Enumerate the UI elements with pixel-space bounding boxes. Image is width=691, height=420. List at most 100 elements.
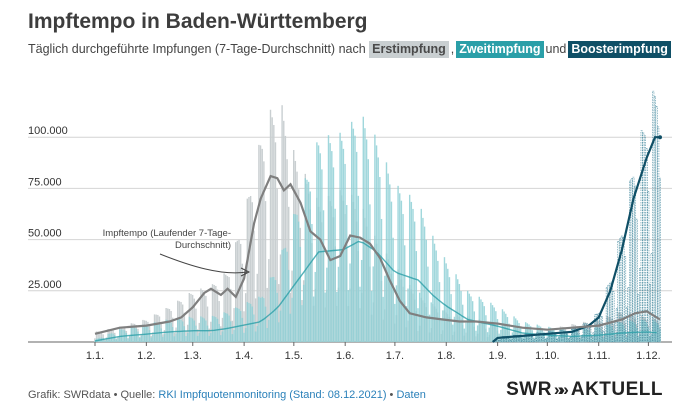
logo-aktuell: AKTUELL	[570, 379, 663, 400]
bar-zweitimpfung	[589, 332, 591, 342]
bar-zweitimpfung	[649, 336, 651, 342]
bar-zweitimpfung	[392, 237, 394, 342]
bar-erstimpfung	[268, 259, 270, 342]
bar-boosterimpfung	[594, 314, 597, 343]
bar-zweitimpfung	[470, 296, 472, 342]
bar-zweitimpfung	[601, 331, 603, 342]
source-link[interactable]: RKI Impfquotenmonitoring (Stand: 08.12.2…	[158, 389, 387, 401]
bar-zweitimpfung	[568, 338, 570, 342]
bar-zweitimpfung	[440, 320, 442, 342]
bar-erstimpfung	[264, 201, 267, 342]
bar-boosterimpfung	[657, 126, 660, 343]
bar-zweitimpfung	[190, 317, 192, 342]
bar-erstimpfung	[218, 301, 220, 342]
annotation-arrow	[159, 253, 248, 274]
bar-erstimpfung	[223, 273, 225, 342]
bar-zweitimpfung	[566, 333, 568, 342]
bar-zweitimpfung	[269, 277, 272, 342]
bar-erstimpfung	[271, 117, 273, 342]
bar-boosterimpfung	[551, 331, 554, 343]
bar-zweitimpfung	[591, 338, 593, 342]
line-impftempo	[94, 174, 661, 335]
bar-zweitimpfung	[246, 302, 249, 342]
bar-zweitimpfung	[501, 309, 504, 342]
bar-zweitimpfung	[196, 335, 199, 342]
bar-zweitimpfung	[508, 323, 510, 342]
bar-zweitimpfung	[602, 338, 605, 342]
bar-zweitimpfung	[177, 318, 179, 342]
bar-zweitimpfung	[524, 322, 527, 342]
bar-zweitimpfung	[178, 318, 181, 342]
bar-zweitimpfung	[235, 307, 237, 342]
bar-zweitimpfung	[321, 169, 323, 342]
line-boosterimpfung	[491, 136, 660, 343]
x-tick-label: 1.4.	[235, 350, 253, 362]
bar-zweitimpfung	[130, 326, 133, 342]
annotation-arrowhead	[240, 267, 251, 277]
bar-zweitimpfung	[475, 330, 477, 342]
bar-zweitimpfung	[188, 316, 191, 342]
bar-zweitimpfung	[374, 134, 376, 342]
bar-zweitimpfung	[423, 226, 426, 342]
bar-zweitimpfung	[221, 331, 224, 342]
bar-erstimpfung	[231, 320, 234, 342]
bar-boosterimpfung	[600, 315, 603, 343]
bar-zweitimpfung	[577, 333, 580, 342]
bar-zweitimpfung	[349, 263, 351, 342]
bar-zweitimpfung	[336, 291, 338, 342]
bar-boosterimpfung	[617, 241, 620, 343]
bar-zweitimpfung	[297, 221, 300, 342]
bar-zweitimpfung	[614, 337, 616, 342]
bar-zweitimpfung	[607, 325, 610, 342]
bar-zweitimpfung	[152, 335, 154, 342]
bar-zweitimpfung	[231, 334, 234, 342]
bar-zweitimpfung	[200, 316, 202, 342]
x-tick-label: 1.8.	[437, 350, 455, 362]
bar-zweitimpfung	[428, 314, 431, 342]
bar-boosterimpfung	[634, 185, 637, 343]
bar-erstimpfung	[263, 161, 265, 342]
bar-zweitimpfung	[635, 327, 638, 342]
bar-zweitimpfung	[466, 290, 469, 342]
bar-zweitimpfung	[447, 268, 449, 342]
footer-separator: •	[386, 389, 397, 401]
bar-zweitimpfung	[299, 246, 302, 342]
data-link[interactable]: Daten	[396, 389, 426, 401]
bar-zweitimpfung	[273, 276, 275, 342]
bar-zweitimpfung	[354, 135, 356, 342]
bar-zweitimpfung	[195, 325, 197, 342]
bar-zweitimpfung	[183, 326, 186, 342]
bar-boosterimpfung	[585, 323, 588, 343]
bar-boosterimpfung	[532, 339, 535, 343]
bar-zweitimpfung	[629, 320, 631, 342]
bar-zweitimpfung	[329, 143, 331, 342]
bar-zweitimpfung	[390, 201, 393, 342]
bar-boosterimpfung	[562, 330, 565, 343]
bar-zweitimpfung	[465, 322, 467, 342]
bar-zweitimpfung	[256, 325, 258, 342]
x-tick-label: 1.9.	[488, 350, 506, 362]
legend-zweitimpfung: Zweitimpfung	[456, 41, 544, 58]
bar-zweitimpfung	[359, 286, 361, 342]
bar-zweitimpfung	[344, 163, 346, 342]
bar-boosterimpfung	[509, 340, 512, 343]
bar-zweitimpfung	[642, 320, 645, 342]
bar-boosterimpfung	[523, 338, 526, 343]
bar-zweitimpfung	[515, 318, 517, 342]
bar-zweitimpfung	[412, 208, 414, 342]
bar-zweitimpfung	[616, 335, 618, 342]
bar-zweitimpfung	[114, 335, 116, 342]
bar-boosterimpfung	[635, 218, 638, 343]
bar-zweitimpfung	[254, 331, 257, 342]
bar-zweitimpfung	[455, 274, 457, 342]
bar-zweitimpfung	[384, 275, 386, 342]
bar-zweitimpfung	[128, 336, 131, 342]
bar-erstimpfung	[200, 288, 202, 342]
bar-zweitimpfung	[425, 239, 427, 342]
bar-zweitimpfung	[248, 302, 250, 342]
bar-zweitimpfung	[510, 335, 512, 342]
bar-zweitimpfung	[478, 296, 480, 342]
bar-zweitimpfung	[175, 333, 177, 342]
bar-zweitimpfung	[332, 167, 335, 342]
